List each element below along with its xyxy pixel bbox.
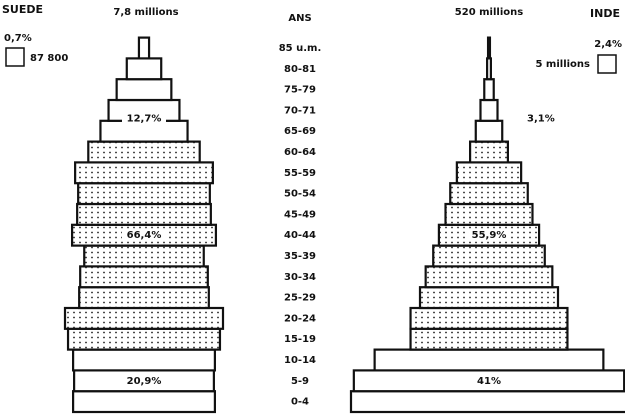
bar — [409, 306, 569, 330]
total-inde: 520 millions — [455, 7, 523, 18]
legend-count-inde: 5 millions — [535, 59, 590, 70]
age-label: 85 u.m. — [279, 43, 322, 54]
age-label: 55-59 — [284, 168, 316, 179]
bar — [72, 390, 216, 414]
annotation: 12,7% — [127, 114, 162, 125]
legend-count-suede: 87 800 — [30, 53, 68, 64]
age-label: 65-69 — [284, 126, 316, 137]
bar — [455, 161, 523, 185]
bar — [77, 182, 211, 206]
bar — [479, 98, 499, 122]
bar — [483, 78, 495, 102]
bar — [125, 57, 163, 81]
bar — [87, 140, 201, 164]
bar — [79, 265, 209, 289]
age-axis-title: ANS — [288, 13, 311, 24]
age-label: 15-19 — [284, 334, 316, 345]
annotation: 66,4% — [127, 230, 162, 241]
annotation: 55,9% — [472, 230, 507, 241]
bar — [418, 286, 560, 310]
bar — [449, 182, 529, 206]
legend-square — [5, 47, 25, 67]
bar — [486, 57, 492, 81]
bar — [78, 286, 210, 310]
bar — [474, 119, 504, 143]
age-label: 0-4 — [291, 397, 309, 408]
legend-square — [597, 54, 617, 74]
annotation-bg — [122, 112, 166, 125]
bar — [63, 306, 225, 330]
title-suede: SUEDE — [2, 3, 43, 16]
legend-percent-inde: 2,4% — [594, 39, 622, 50]
bar — [373, 348, 605, 372]
age-label: 75-79 — [284, 85, 316, 96]
bar — [74, 161, 214, 185]
age-label: 45-49 — [284, 209, 316, 220]
annotation: 20,9% — [127, 376, 162, 387]
bar — [115, 78, 173, 102]
age-label: 50-54 — [284, 189, 316, 200]
bar — [424, 265, 554, 289]
age-label: 25-29 — [284, 293, 316, 304]
bar — [72, 348, 216, 372]
bar — [83, 244, 205, 268]
age-label: 60-64 — [284, 147, 316, 158]
bar — [444, 202, 534, 226]
annotation: 41% — [477, 376, 501, 387]
title-inde: INDE — [590, 7, 620, 20]
annotation-bg — [122, 374, 166, 387]
age-label: 10-14 — [284, 355, 316, 366]
age-label: 5-9 — [291, 376, 309, 387]
age-label: 80-81 — [284, 64, 316, 75]
age-label: 35-39 — [284, 251, 316, 262]
annotation: 3,1% — [527, 114, 555, 125]
bar — [486, 36, 492, 60]
bar — [66, 327, 222, 351]
legend-percent-suede: 0,7% — [4, 33, 32, 44]
total-suede: 7,8 millions — [113, 7, 178, 18]
bar — [409, 327, 569, 351]
age-label: 70-71 — [284, 105, 316, 116]
age-label: 40-44 — [284, 230, 316, 241]
bar — [432, 244, 546, 268]
bar — [137, 36, 151, 60]
age-label: 20-24 — [284, 313, 316, 324]
annotation-bg — [467, 374, 511, 387]
bar — [76, 202, 212, 226]
bar — [468, 140, 510, 164]
annotation-bg — [467, 229, 511, 242]
bar — [349, 390, 625, 414]
age-label: 30-34 — [284, 272, 316, 283]
annotation-bg — [122, 229, 166, 242]
